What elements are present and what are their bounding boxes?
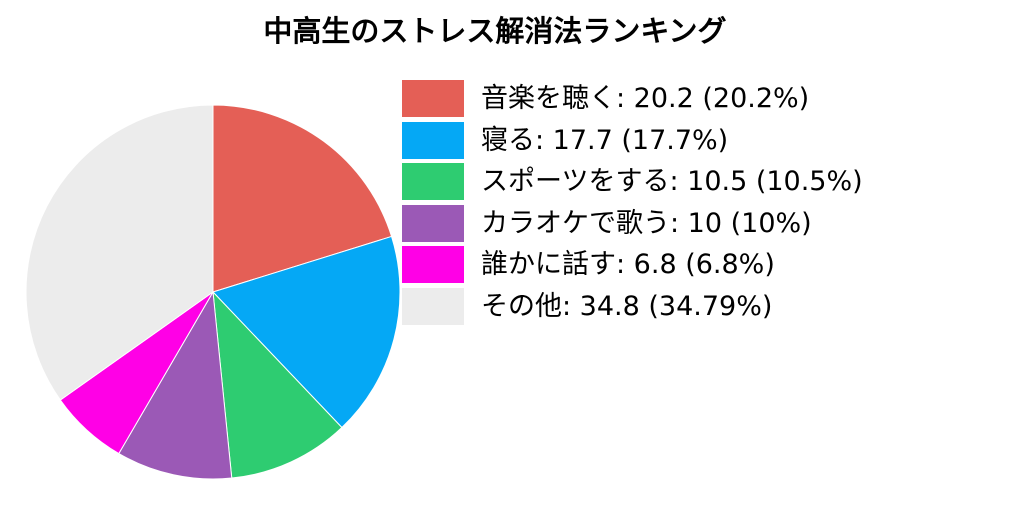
pie-slice-2 [212, 235, 401, 429]
legend-label: スポーツをする: 10.5 (10.5%) [481, 166, 863, 198]
legend-item: その他: 34.8 (34.79%) [402, 286, 863, 328]
legend-label: その他: 34.8 (34.79%) [481, 290, 773, 322]
legend-item: 音楽を聴く: 20.2 (20.2%) [402, 78, 863, 120]
pie-slice-3 [212, 290, 343, 479]
legend: 音楽を聴く: 20.2 (20.2%) 寝る: 17.7 (17.7%) スポーツを… [402, 78, 863, 327]
pie-slice-1 [212, 104, 393, 293]
legend-label: 誰かに話す: 6.8 (6.8%) [481, 249, 775, 281]
legend-swatch [402, 163, 464, 201]
legend-label: カラオケで歌う: 10 (10%) [481, 207, 812, 239]
legend-swatch [402, 204, 464, 242]
legend-swatch [402, 121, 464, 159]
legend-label: 音楽を聴く: 20.2 (20.2%) [481, 83, 810, 115]
legend-item: 誰かに話す: 6.8 (6.8%) [402, 244, 863, 286]
legend-item: 寝る: 17.7 (17.7%) [402, 120, 863, 162]
legend-swatch [402, 287, 464, 325]
legend-item: スポーツをする: 10.5 (10.5%) [402, 161, 863, 203]
legend-item: カラオケで歌う: 10 (10%) [402, 203, 863, 245]
pie-slices [25, 104, 401, 480]
legend-swatch [402, 80, 464, 118]
pie-slice-6 [25, 104, 214, 401]
pie-slice-4 [118, 290, 233, 480]
legend-label: 寝る: 17.7 (17.7%) [481, 124, 729, 156]
legend-swatch [402, 246, 464, 284]
chart-title: 中高生のストレス解消法ランキング [263, 14, 727, 48]
